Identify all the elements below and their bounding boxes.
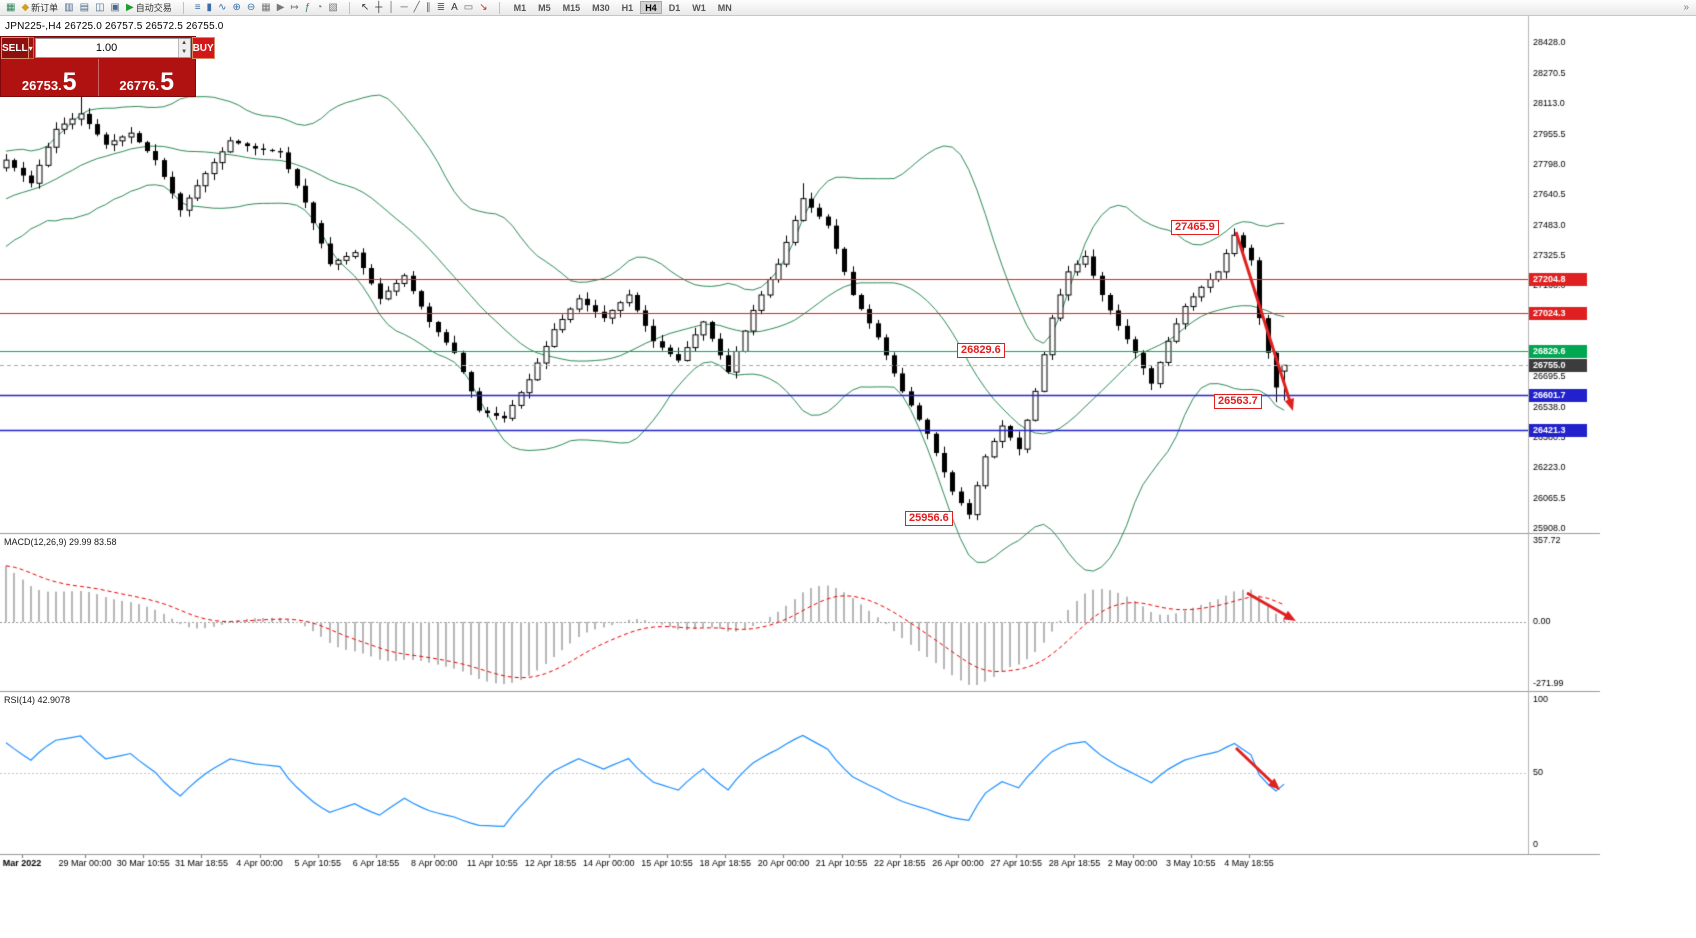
timeframe-mn-button[interactable]: MN — [717, 3, 732, 13]
candlestick-chart-icon: ▮ — [206, 1, 213, 13]
price-annotation[interactable]: 27465.9 — [1171, 220, 1219, 235]
auto-trading-label: 自动交易 — [135, 3, 172, 13]
toolbar-separator — [348, 1, 350, 14]
arrows-tool-icon: ↘ — [479, 1, 488, 13]
timeframe-m15-button[interactable]: M15 — [562, 3, 581, 13]
timeframe-w1-button[interactable]: W1 — [692, 3, 706, 13]
buy-price-display[interactable]: 26776. 5 — [97, 59, 196, 96]
volume-up-button[interactable]: ▲ — [178, 39, 190, 48]
chart-windows-icon: ▥ — [64, 1, 74, 13]
templates-button[interactable]: ▧ — [325, 1, 340, 15]
price-annotation[interactable]: 26829.6 — [957, 343, 1005, 358]
new-order-button[interactable]: ◆ 新订单 — [18, 1, 61, 15]
terminal-icon: ▣ — [110, 1, 120, 13]
market-watch-button[interactable]: ▤ — [77, 1, 92, 15]
volume-down-button[interactable]: ▼ — [178, 48, 190, 57]
chart-ohlc-title: JPN225-,H4 26725.0 26757.5 26572.5 26755… — [5, 21, 224, 32]
toolbar-separator — [182, 1, 184, 14]
zoom-in-button[interactable]: ⊕ — [229, 1, 243, 15]
toolbar: ▦ ◆ 新订单 ▥ ▤ ◫ ▣ ▶ 自动交易 ≡ ▮ ∿ ⊕ ⊖ ▦ ▶ ↦ ƒ ◔ ▧ ↖ ┼ │ ─ ╱ ∥ ≣ A ▭ ↘ M1 M5 M… — [0, 0, 1696, 16]
line-chart-icon: ∿ — [218, 1, 227, 13]
one-click-trading-panel: SELL ▾ ▲ ▼ BUY 26753.5 26776.5 — [0, 36, 215, 97]
zoom-out-icon: ⊖ — [246, 1, 256, 13]
horizontal-line-icon: ─ — [400, 1, 408, 13]
crosshair-button[interactable]: ┼ — [372, 1, 385, 15]
toolbar-overflow-button[interactable]: » — [1683, 2, 1689, 13]
macd-indicator-label: MACD(12,26,9) 29.99 83.58 — [4, 537, 117, 547]
text-label-icon: ▭ — [463, 1, 474, 13]
timeframe-m5-button[interactable]: M5 — [538, 3, 551, 13]
text-icon: A — [451, 1, 458, 13]
navigator-button[interactable]: ◫ — [92, 1, 107, 15]
new-order-icon: ◆ — [21, 1, 30, 13]
navigator-icon: ◫ — [95, 1, 105, 13]
sell-button[interactable]: SELL — [1, 37, 29, 59]
crosshair-icon: ┼ — [375, 1, 383, 13]
terminal-button[interactable]: ▣ — [108, 1, 123, 15]
timeframe-m1-button[interactable]: M1 — [513, 3, 527, 13]
toolbar-separator — [498, 1, 500, 14]
timeframe-d1-button[interactable]: D1 — [668, 3, 681, 13]
fibonacci-button[interactable]: ≣ — [434, 1, 448, 15]
bar-chart-icon: ≡ — [194, 1, 201, 13]
zoom-out-button[interactable]: ⊖ — [244, 1, 258, 15]
equidistant-channel-button[interactable]: ∥ — [423, 1, 434, 15]
trendline-button[interactable]: ╱ — [411, 1, 423, 15]
trendline-icon: ╱ — [413, 1, 420, 13]
price-annotation[interactable]: 26563.7 — [1214, 394, 1262, 409]
templates-icon: ▧ — [328, 1, 338, 13]
bar-chart-button[interactable]: ≡ — [192, 1, 204, 15]
tile-windows-icon: ▦ — [261, 1, 271, 13]
chart-shift-icon: ↦ — [290, 1, 299, 13]
buy-button[interactable]: BUY — [191, 37, 215, 59]
indicators-icon: ƒ — [304, 1, 311, 13]
new-chart-icon: ▦ — [6, 1, 16, 13]
timeframe-m30-button[interactable]: M30 — [592, 3, 610, 13]
line-chart-button[interactable]: ∿ — [215, 1, 229, 15]
text-button[interactable]: A — [448, 1, 461, 15]
new-chart-button[interactable]: ▦ — [3, 1, 18, 15]
fibonacci-icon: ≣ — [436, 1, 446, 13]
price-annotation[interactable]: 25956.6 — [905, 511, 953, 526]
text-label-button[interactable]: ▭ — [461, 1, 476, 15]
equidistant-channel-icon: ∥ — [425, 1, 431, 13]
chart-shift-button[interactable]: ↦ — [287, 1, 301, 15]
horizontal-line-button[interactable]: ─ — [398, 1, 411, 15]
cursor-icon: ↖ — [360, 1, 370, 13]
auto-scroll-icon: ▶ — [276, 1, 285, 13]
tile-windows-button[interactable]: ▦ — [258, 1, 273, 15]
order-type-dropdown[interactable]: ▾ — [28, 37, 34, 59]
vertical-line-icon: │ — [388, 1, 395, 13]
market-watch-icon: ▤ — [79, 1, 90, 13]
chevron-down-icon: ▾ — [28, 43, 33, 53]
volume-input[interactable] — [35, 39, 178, 57]
vertical-line-button[interactable]: │ — [385, 1, 397, 15]
rsi-indicator-label: RSI(14) 42.9078 — [4, 695, 71, 705]
timeframe-h1-button[interactable]: H1 — [621, 3, 634, 13]
auto-trading-button[interactable]: ▶ 自动交易 — [123, 1, 175, 15]
chart-windows-button[interactable]: ▥ — [61, 1, 76, 15]
new-order-label: 新订单 — [31, 3, 59, 13]
arrows-tool-button[interactable]: ↘ — [476, 1, 490, 15]
sell-price-display[interactable]: 26753. 5 — [21, 67, 77, 96]
zoom-in-icon: ⊕ — [232, 1, 241, 13]
auto-trading-icon: ▶ — [125, 1, 134, 13]
cursor-button[interactable]: ↖ — [358, 1, 372, 15]
timeframes-menu-button[interactable]: ◔ — [313, 1, 325, 15]
timeframes-menu-icon: ◔ — [316, 1, 323, 13]
indicators-button[interactable]: ƒ — [302, 1, 314, 15]
candlestick-chart-button[interactable]: ▮ — [204, 1, 216, 15]
auto-scroll-button[interactable]: ▶ — [274, 1, 288, 15]
timeframe-h4-button[interactable]: H4 — [640, 1, 662, 14]
